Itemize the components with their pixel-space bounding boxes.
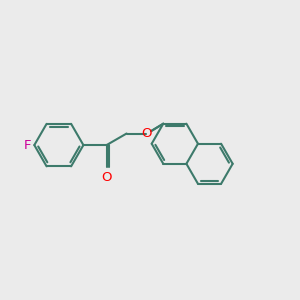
Text: F: F xyxy=(24,139,32,152)
Text: O: O xyxy=(101,171,112,184)
Text: O: O xyxy=(141,127,152,140)
